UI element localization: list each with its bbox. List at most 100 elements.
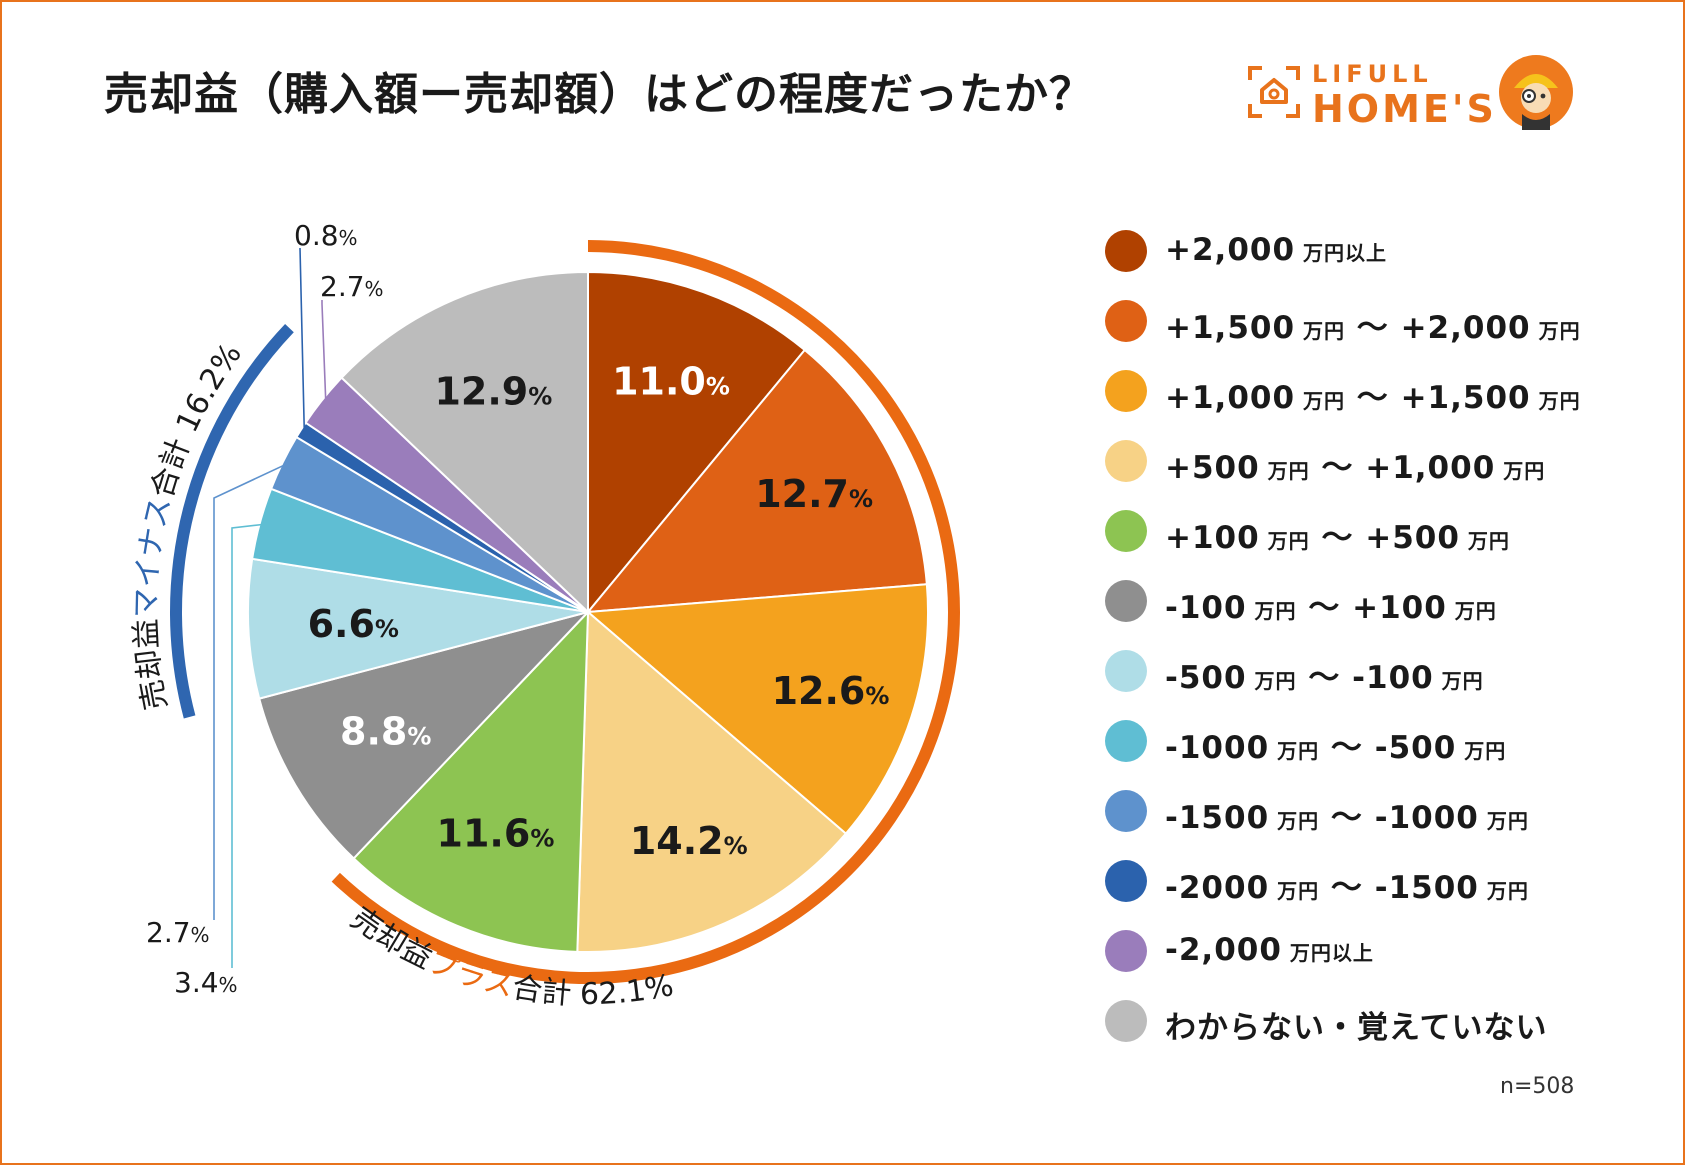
legend-value: +1,500 xyxy=(1165,310,1296,346)
pie-slice-1 xyxy=(587,270,807,615)
callout-line xyxy=(299,247,306,432)
pie-slice-5 xyxy=(352,609,590,953)
pie-slice-3 xyxy=(585,583,929,836)
house-icon xyxy=(1248,66,1300,118)
pie-slice-4 xyxy=(576,609,848,953)
legend-swatch xyxy=(1105,300,1147,342)
legend-value: -1000 xyxy=(1165,730,1270,766)
legend-unit: 万円 xyxy=(1495,459,1546,483)
legend-value: ～ -1500 xyxy=(1319,870,1479,906)
legend-swatch xyxy=(1105,1000,1147,1042)
pie-slice-12 xyxy=(340,270,589,615)
legend-label: -1500 万円 ～ -1000 万円 xyxy=(1165,792,1529,837)
legend-unit: 万円 xyxy=(1446,599,1497,623)
legend-value: -2,000 xyxy=(1165,932,1282,968)
percent-sign: % xyxy=(339,226,358,250)
legend-label: -100 万円 ～ +100 万円 xyxy=(1165,582,1497,627)
legend-swatch xyxy=(1105,790,1147,832)
sample-size: n=508 xyxy=(1500,1074,1575,1099)
legend-unit: 万円 xyxy=(1456,739,1507,763)
plus-prefix: 売却益 xyxy=(344,901,438,976)
legend-label: -2000 万円 ～ -1500 万円 xyxy=(1165,862,1529,907)
legend-unit: 万円 xyxy=(1269,739,1320,763)
legend-label: -500 万円 ～ -100 万円 xyxy=(1165,652,1484,697)
legend-label: +1,000 万円 ～ +1,500 万円 xyxy=(1165,372,1581,417)
logo-top-text: LIFULL xyxy=(1312,60,1433,88)
legend-label: +1,500 万円 ～ +2,000 万円 xyxy=(1165,302,1581,347)
legend-label: +2,000 万円以上 xyxy=(1165,232,1387,268)
legend-swatch xyxy=(1105,230,1147,272)
legend-unit: 万円 xyxy=(1259,529,1310,553)
legend-unit: 万円 xyxy=(1246,669,1297,693)
percent-sign: % xyxy=(865,682,889,710)
callout-line xyxy=(321,300,327,402)
legend-unit: 万円 xyxy=(1246,599,1297,623)
legend-value: +1,000 xyxy=(1165,380,1296,416)
percent-sign: % xyxy=(191,923,210,947)
callout-line xyxy=(231,523,264,968)
legend-value: ～ +1,000 xyxy=(1309,450,1496,486)
minus-total-arc xyxy=(170,323,294,719)
legend-value: ～ +500 xyxy=(1309,520,1460,556)
legend-unit: 万円 xyxy=(1478,809,1529,833)
legend-value: わからない・覚えていない xyxy=(1165,1010,1548,1046)
pie-slice-2 xyxy=(585,348,928,614)
callout-value-label: 3.4% xyxy=(174,966,238,999)
legend-label: +100 万円 ～ +500 万円 xyxy=(1165,512,1510,557)
plus-total-arc xyxy=(331,240,960,984)
legend-value: -2000 xyxy=(1165,870,1270,906)
callout-value-label: 0.8% xyxy=(294,219,358,252)
percent-sign: % xyxy=(530,824,554,852)
legend-unit: 万円 xyxy=(1530,319,1581,343)
percent-sign: % xyxy=(375,615,399,643)
percent-sign: % xyxy=(407,723,431,751)
brand-logo: LIFULL HOME'S xyxy=(1240,52,1580,142)
legend-swatch xyxy=(1105,860,1147,902)
legend-label: -2,000 万円以上 xyxy=(1165,932,1374,968)
logo-main-text: HOME'S xyxy=(1312,87,1497,131)
percent-sign: % xyxy=(724,832,748,860)
legend-unit: 万円 xyxy=(1269,879,1320,903)
legend-label: わからない・覚えていない xyxy=(1165,1002,1547,1047)
legend-swatch xyxy=(1105,370,1147,412)
legend-unit: 万円以上 xyxy=(1295,241,1387,265)
legend-value: +500 xyxy=(1165,450,1260,486)
pie-slice-6 xyxy=(257,610,592,860)
legend-value: +100 xyxy=(1165,520,1260,556)
percent-sign: % xyxy=(365,277,384,301)
legend-value: ～ +100 xyxy=(1296,590,1447,626)
legend-unit: 万円 xyxy=(1459,529,1510,553)
legend-unit: 万円 xyxy=(1295,319,1345,343)
percent-sign: % xyxy=(219,973,238,997)
percent-sign: % xyxy=(706,372,730,400)
legend-unit: 万円 xyxy=(1259,459,1310,483)
legend-unit: 万円 xyxy=(1269,809,1320,833)
callout-value-label: 2.7% xyxy=(320,270,384,303)
legend-unit: 万円 xyxy=(1530,389,1581,413)
callout-line xyxy=(213,463,287,920)
percent-sign: % xyxy=(528,382,552,410)
chart-title: 売却益（購入額ー売却額）はどの程度だったか？ xyxy=(104,69,1094,120)
legend-value: ～ -1000 xyxy=(1319,800,1479,836)
legend-unit: 万円 xyxy=(1478,879,1529,903)
legend-value: -1500 xyxy=(1165,800,1270,836)
legend-unit: 万円 xyxy=(1433,669,1484,693)
legend-value: -500 xyxy=(1165,660,1247,696)
legend-swatch xyxy=(1105,720,1147,762)
percent-sign: % xyxy=(849,485,873,513)
legend-value: ～ -500 xyxy=(1319,730,1457,766)
minus-prefix: 売却益 xyxy=(129,618,174,713)
legend-swatch xyxy=(1105,650,1147,692)
legend-label: +500 万円 ～ +1,000 万円 xyxy=(1165,442,1545,487)
legend-label: -1000 万円 ～ -500 万円 xyxy=(1165,722,1506,767)
legend-value: ～ -100 xyxy=(1296,660,1434,696)
legend-value: ～ +1,500 xyxy=(1345,380,1531,416)
legend-swatch xyxy=(1105,510,1147,552)
legend-value: +2,000 xyxy=(1165,232,1296,268)
legend-swatch xyxy=(1105,930,1147,972)
callout-value-label: 2.7% xyxy=(146,916,210,949)
legend-unit: 万円以上 xyxy=(1281,941,1374,965)
legend-swatch xyxy=(1105,440,1147,482)
mascot-icon xyxy=(1499,55,1573,130)
